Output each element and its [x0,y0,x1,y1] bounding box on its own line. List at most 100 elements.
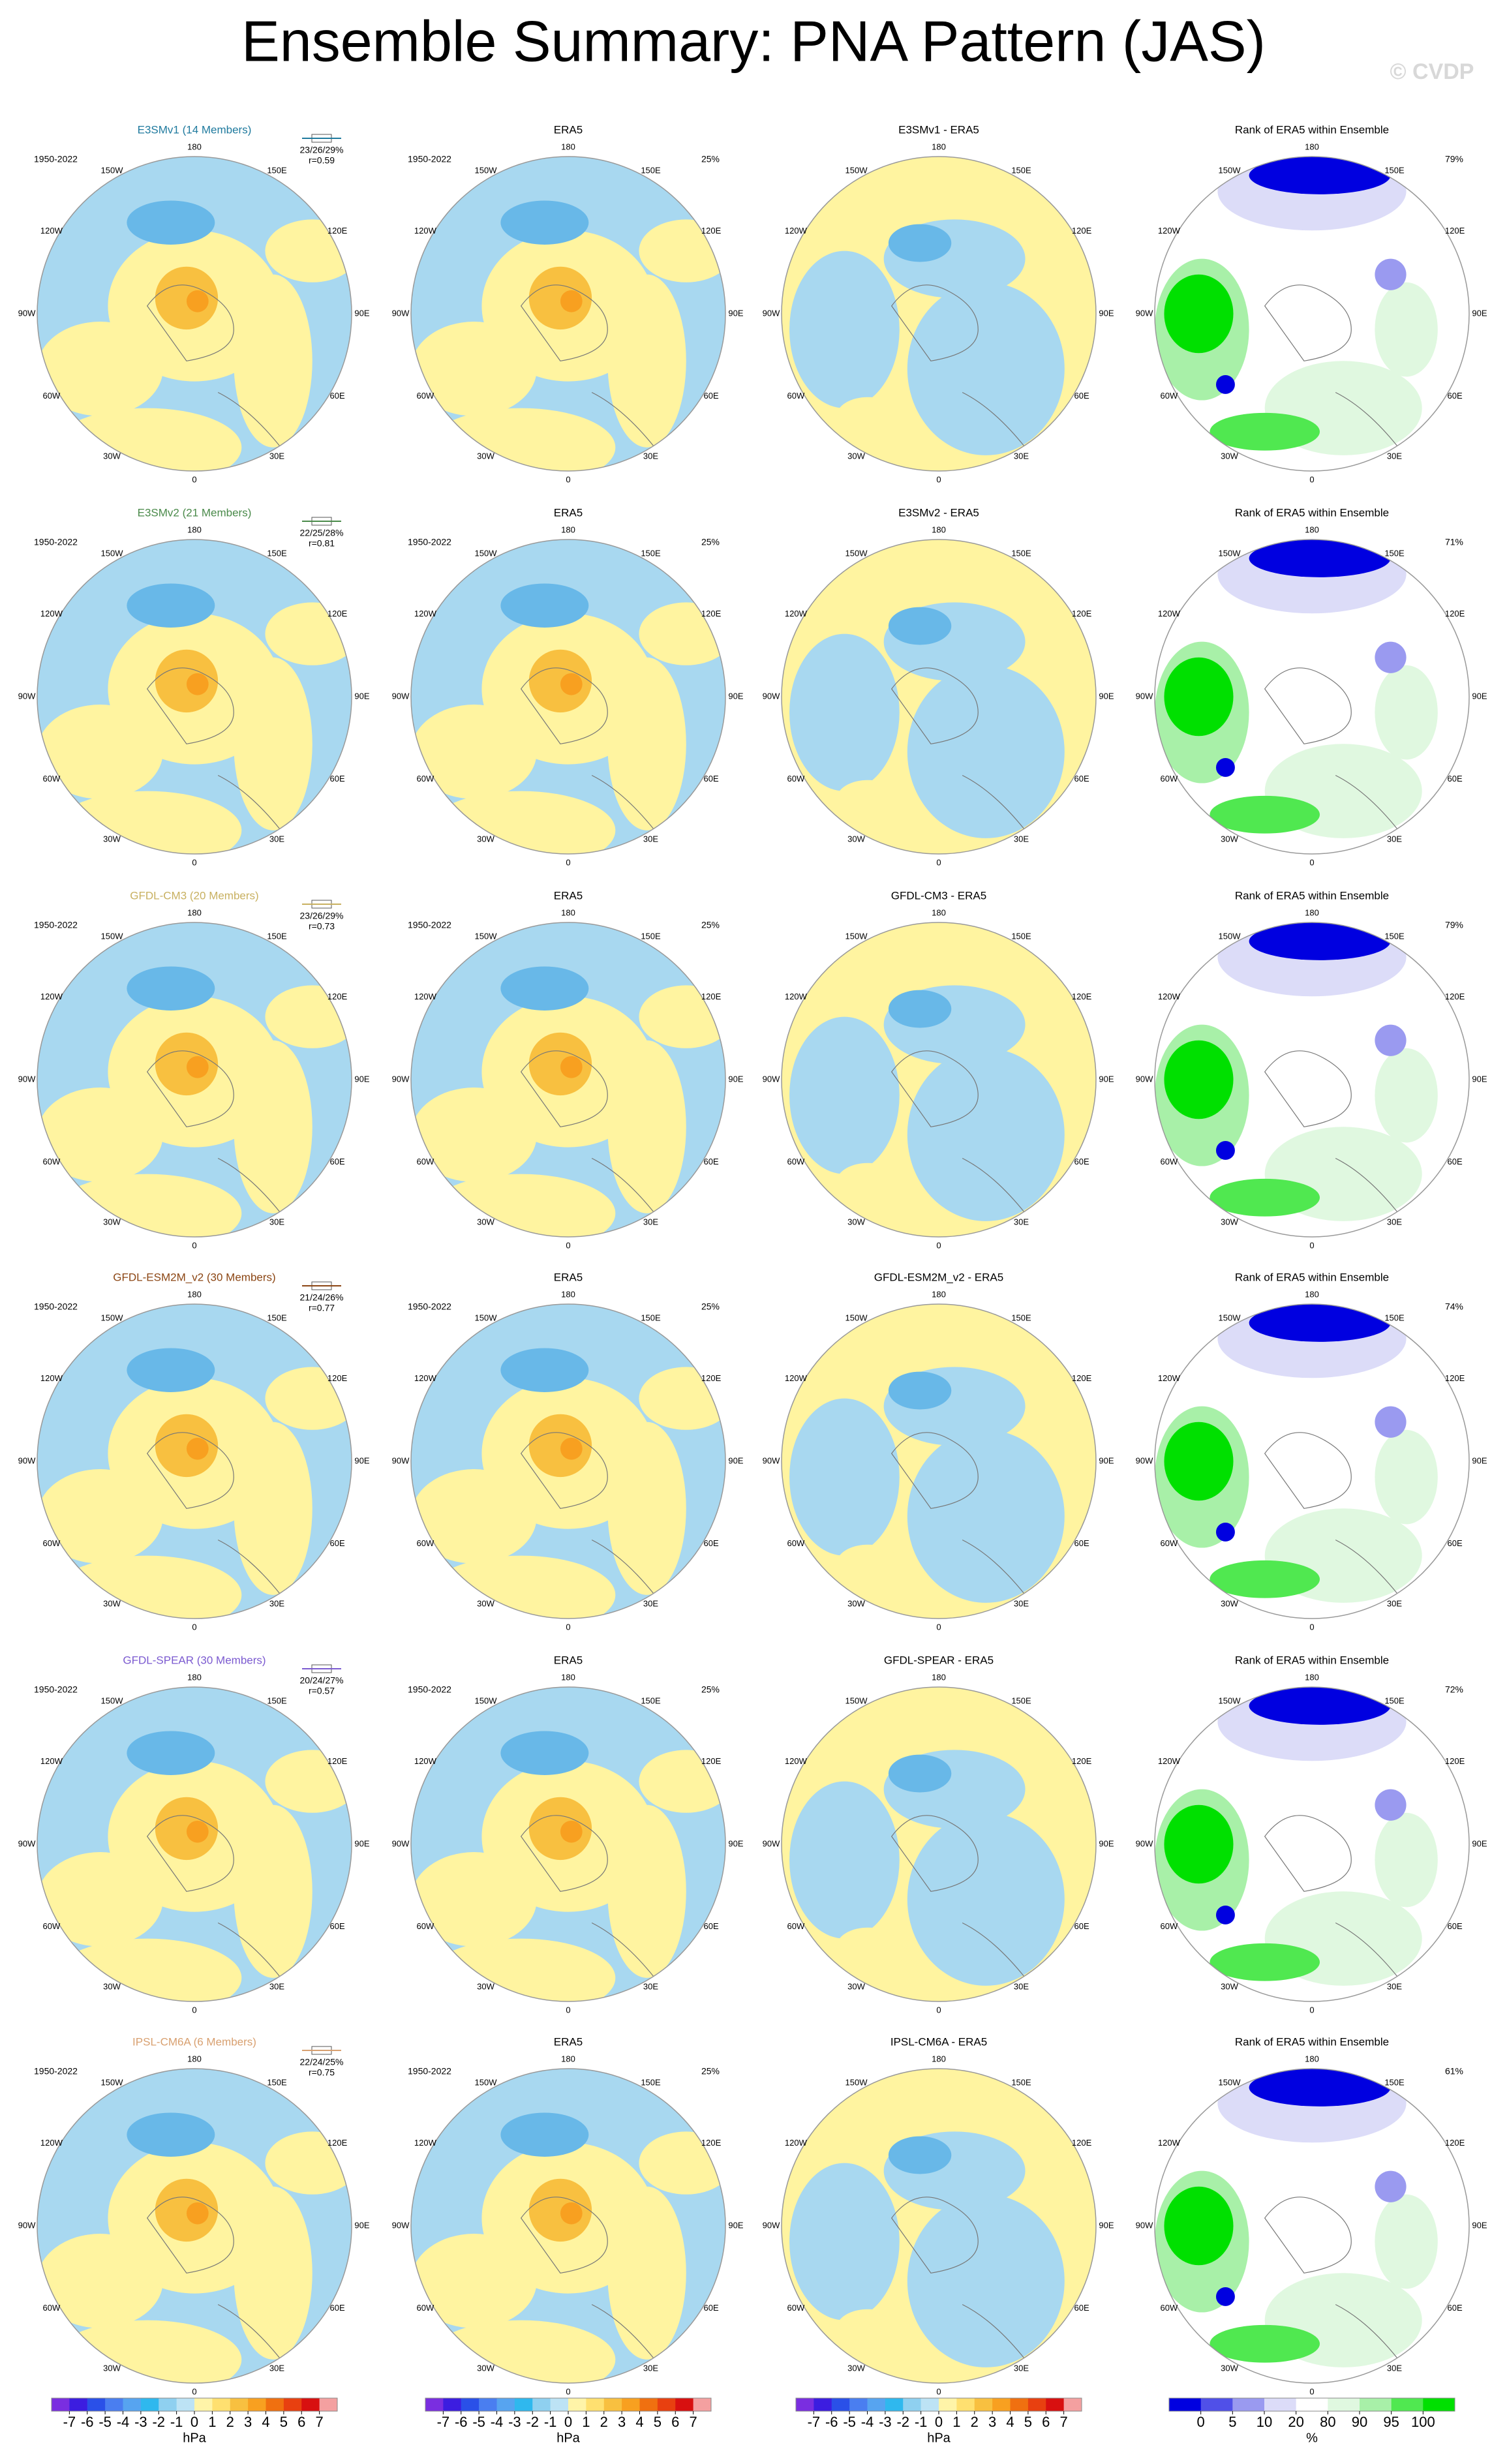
lon-label: 150E [1384,165,1405,175]
lon-label: 90E [1099,308,1114,318]
lon-label: 60W [417,1921,434,1931]
lon-label: 0 [1309,1622,1314,1632]
lon-label: 0 [936,2386,941,2396]
lon-label: 0 [1309,2005,1314,2015]
colorbar-swatch [319,2398,338,2411]
lon-label: 180 [932,525,946,534]
lon-label: 0 [566,1240,570,1250]
lon-label: 90E [1472,1838,1487,1848]
lon-label: 120E [1445,992,1465,1001]
lon-label: 60W [787,2303,805,2313]
stats: 22/24/25% [300,2057,344,2067]
map-border [1154,922,1470,1238]
colorbar-swatch [532,2398,551,2411]
lon-label: 60E [330,1157,345,1166]
lon-label: 120W [1158,226,1181,236]
lon-label: 120W [785,609,808,618]
lon-label: 180 [1305,1289,1319,1299]
colorbar-tick-label: -3 [879,2414,892,2430]
lon-label: 30W [1221,1599,1238,1609]
lon-label: 90E [728,691,743,701]
lon-label: 60E [330,1538,345,1548]
colorbar-tick-label: 0 [935,2414,943,2430]
lon-label: 90W [763,1074,780,1084]
stats: 21/24/26% [300,1292,344,1303]
model-title: GFDL-SPEAR (30 Members) [123,1654,266,1666]
lon-label: 90E [1099,1838,1114,1848]
lon-label: 30W [1221,834,1238,844]
lon-label: 30W [103,1217,121,1227]
era-pct: 25% [701,1684,720,1695]
lon-label: 90E [1472,1455,1487,1465]
lon-label: 30E [643,451,658,461]
colorbar-tick-label: 3 [244,2414,252,2430]
lon-label: 180 [187,2054,202,2063]
lon-label: 30E [1387,834,1402,844]
colorbar-unit: hPa [927,2431,951,2445]
lon-label: 60W [417,1538,434,1548]
lon-label: 150E [267,1313,287,1322]
lon-label: 150W [475,165,498,175]
lon-label: 150E [267,1696,287,1705]
lon-label: 90W [18,691,36,701]
lon-label: 90W [1136,2220,1153,2230]
colorbar-swatch [1028,2398,1046,2411]
map-border [781,1303,1097,1619]
lon-label: 120E [1445,226,1465,236]
lon-label: 120E [701,992,722,1001]
lon-label: 0 [936,1622,941,1632]
map [37,1303,352,1619]
colorbar-tick-label: -6 [455,2414,468,2430]
correlation: r=0.57 [309,1686,335,1696]
lon-label: 120E [701,609,722,618]
lon-label: 30W [477,1982,495,1992]
lon-label: 150W [475,2077,498,2087]
stats: 23/26/29% [300,145,344,155]
lon-label: 150W [475,1696,498,1705]
lon-label: 90E [728,2220,743,2230]
lon-label: 60E [1448,1921,1463,1931]
model-title: E3SMv2 (21 Members) [138,506,252,519]
colorbar-tick-label: -4 [491,2414,504,2430]
colorbar-swatch [176,2398,195,2411]
lon-label: 120W [414,2138,437,2148]
lon-label: 150E [1384,548,1405,558]
lon-label: 120E [1072,992,1092,1001]
colorbar-swatch [1232,2398,1265,2411]
colorbar: -7 -6 -5 -4 -3 -2 -1 0 1 2 3 4 5 6 7 hPa [51,2397,338,2445]
lon-label: 120W [40,2138,63,2148]
lon-label: 60E [1074,1538,1089,1548]
lon-label: 60E [1074,391,1089,401]
map-border [1154,539,1470,855]
period: 1950-2022 [408,154,451,164]
lon-label: 90W [763,1455,780,1465]
lon-label: 0 [566,2005,570,2015]
lon-label: 150W [475,548,498,558]
lon-label: 150W [845,931,868,941]
lon-label: 180 [932,1672,946,1682]
lon-label: 150E [641,165,661,175]
lon-label: 90E [1099,691,1114,701]
lon-label: 30W [477,1599,495,1609]
lon-label: 120W [414,1373,437,1383]
colorbar-swatch [230,2398,249,2411]
colorbar-tick-label: 1 [952,2414,960,2430]
lon-label: 30W [1221,1982,1238,1992]
lon-label: 150W [845,1696,868,1705]
lon-label: 150W [845,548,868,558]
lon-label: 30E [269,834,284,844]
lon-label: 60E [1074,1157,1089,1166]
map [1154,922,1470,1238]
lon-label: 120E [1445,1756,1465,1766]
period: 1950-2022 [408,1301,451,1312]
colorbar-swatch [1328,2398,1360,2411]
lon-label: 30E [643,2364,658,2373]
lon-label: 150W [1219,1313,1241,1322]
lon-label: 30E [1014,2364,1029,2373]
colorbar-tick-label: 3 [988,2414,996,2430]
lon-label: 150E [641,1313,661,1322]
colorbar-swatch [87,2398,106,2411]
lon-label: 150W [101,1313,124,1322]
lon-label: 150W [1219,1696,1241,1705]
colorbar-tick-label: 2 [971,2414,979,2430]
